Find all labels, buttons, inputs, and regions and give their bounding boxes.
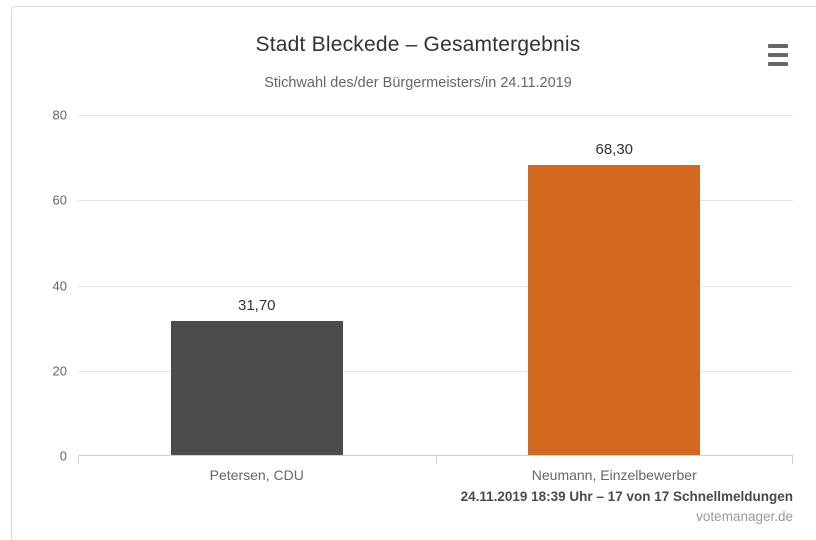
x-axis-tick: [792, 456, 793, 464]
x-axis-line: [78, 455, 793, 456]
y-axis-tick-label: 20: [52, 363, 67, 379]
y-axis-tick-label: 40: [52, 278, 67, 293]
bar-value-label: 68,30: [595, 140, 634, 158]
x-axis-category-label: Petersen, CDU: [209, 467, 304, 483]
plot-area: 0 20 40 60 80 31,70 Petersen, CDU 68,30 Neumann,…: [53, 108, 793, 483]
x-axis-tick: [435, 456, 437, 464]
x-axis-tick: [78, 456, 79, 464]
bar-value-label: 31,70: [237, 296, 276, 314]
y-axis-tick-label: 60: [52, 192, 67, 208]
chart-subtitle: Stichwahl des/der Bürgermeisters/in 24.1…: [264, 75, 572, 91]
votemanager-link[interactable]: votemanager.de: [696, 509, 793, 524]
gridline: [78, 115, 793, 116]
y-axis-tick-label: 80: [52, 107, 67, 123]
bar-neumann-einzelbewerber[interactable]: [528, 164, 701, 455]
y-axis-tick-label: 0: [59, 448, 67, 464]
report-status-text: 24.11.2019 18:39 Uhr – 17 von 17 Schnell…: [460, 489, 793, 504]
bar-petersen-cdu[interactable]: [170, 320, 343, 455]
chart-context-menu-button[interactable]: [763, 39, 793, 71]
x-axis-category-label: Neumann, Einzelbewerber: [531, 467, 697, 483]
chart-title: Stadt Bleckede – Gesamtergebnis: [255, 33, 581, 56]
hamburger-menu-icon: [768, 44, 788, 66]
gridline: [78, 370, 793, 372]
gridline: [78, 200, 793, 202]
gridline: [78, 285, 793, 287]
